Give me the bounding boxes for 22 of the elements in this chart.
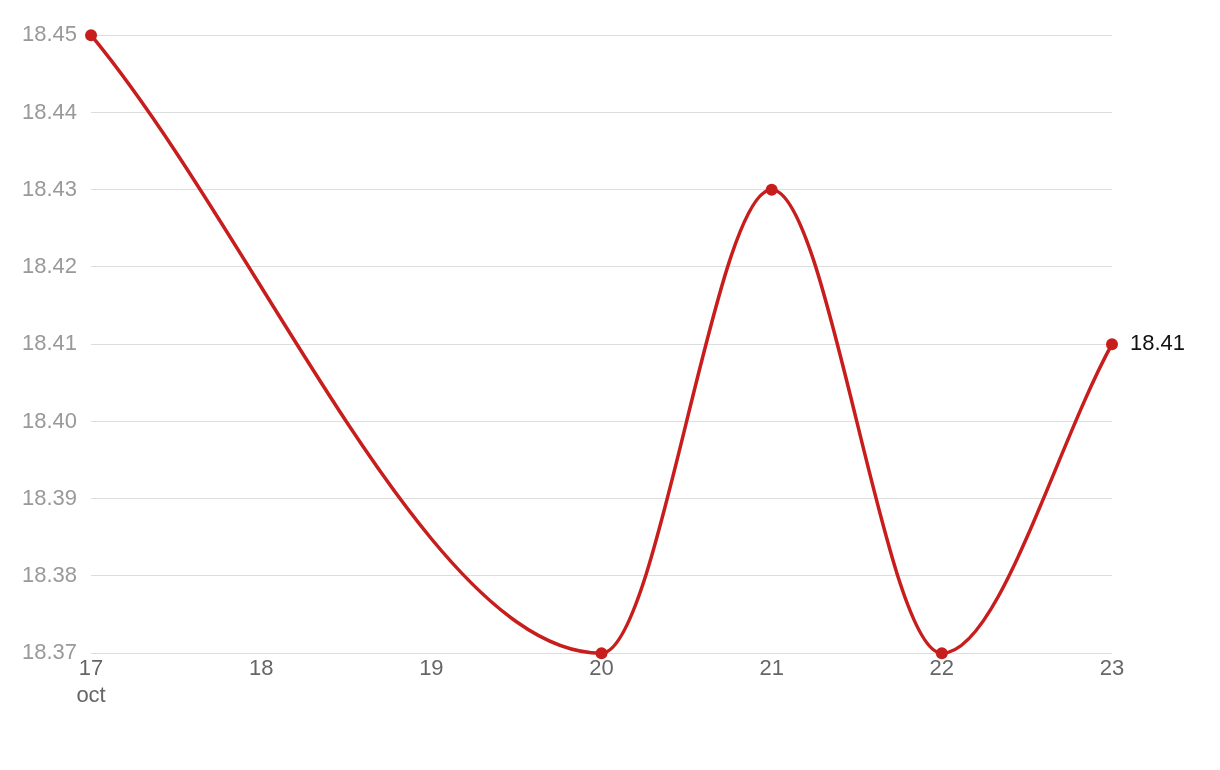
data-label: 18.41 — [1130, 330, 1186, 356]
x-tick-label: 20 — [589, 655, 614, 681]
y-tick-label: 18.37 — [21, 639, 78, 665]
x-tick-label: 19 — [419, 655, 444, 681]
x-tick-label: 23 — [1099, 655, 1125, 681]
point — [85, 29, 98, 42]
point — [595, 647, 608, 660]
point — [1106, 338, 1118, 351]
x-tick-label: 18 — [248, 655, 274, 681]
y-tick-label: 18.40 — [21, 407, 78, 433]
point — [935, 647, 948, 660]
y-tick-label: 18.42 — [21, 253, 78, 279]
y-tick-label: 18.45 — [21, 21, 78, 47]
y-tick-label: 18.39 — [21, 484, 78, 510]
y-tick-label: 18.43 — [21, 175, 78, 201]
y-tick-label: 18.38 — [21, 562, 78, 588]
x-tick-label: 17 oct — [76, 655, 106, 707]
y-tick-label: 18.41 — [21, 330, 78, 356]
x-tick-label: 21 — [759, 655, 784, 681]
y-tick-label: 18.44 — [21, 98, 78, 124]
point — [765, 183, 778, 196]
x-tick-label: 22 — [929, 655, 955, 681]
